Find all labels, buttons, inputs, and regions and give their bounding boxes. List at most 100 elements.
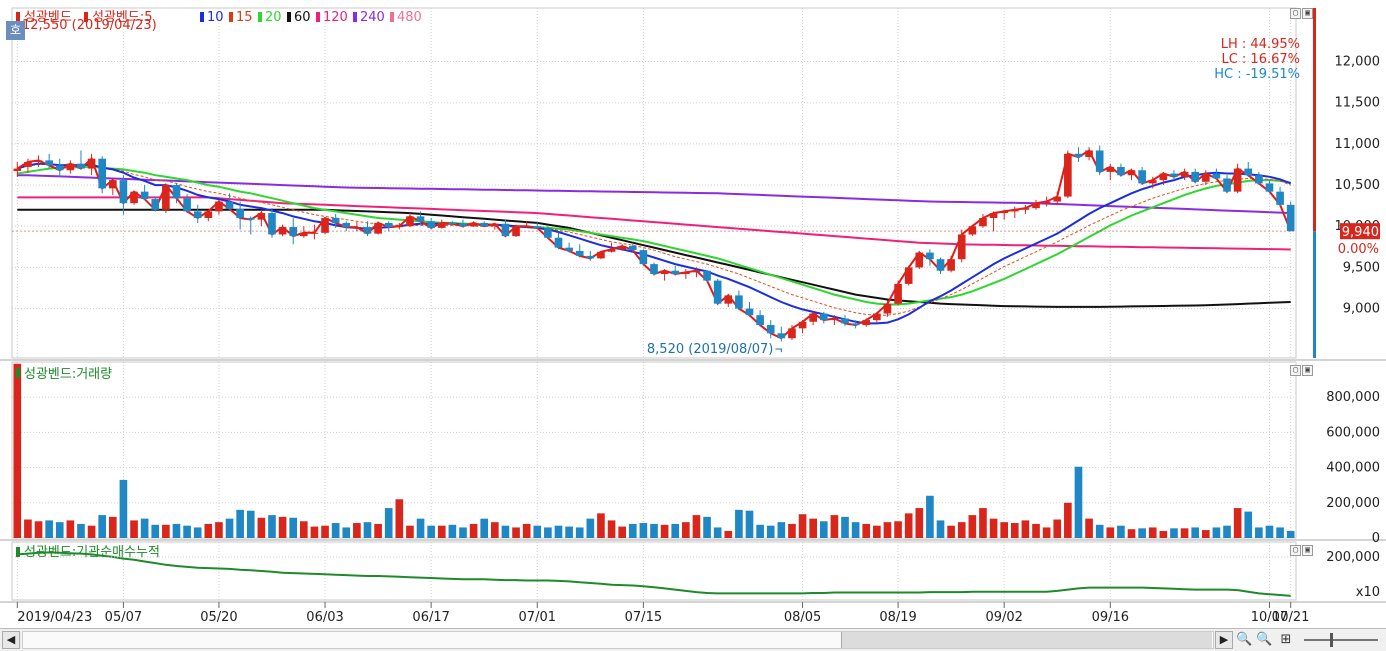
volume-bar — [427, 525, 435, 538]
volume-bar — [671, 523, 680, 538]
candle-body — [1201, 173, 1210, 182]
volume-bar — [724, 530, 733, 538]
candle-body — [363, 227, 372, 234]
volume-bar — [1000, 522, 1009, 538]
volume-bar — [1064, 502, 1072, 538]
legend-ma-marker — [353, 12, 357, 22]
candle-body — [745, 308, 754, 316]
volume-y-tick: 600,000 — [1326, 425, 1380, 440]
volume-bar — [947, 525, 955, 538]
zoom-slider-thumb[interactable] — [1330, 633, 1333, 647]
volume-bar — [1127, 529, 1136, 538]
price-panel-close-button[interactable]: ▣ — [1302, 8, 1313, 19]
volume-bar — [459, 527, 467, 538]
price-y-tick: 9,000 — [1343, 302, 1380, 317]
volume-y-tick: 800,000 — [1326, 390, 1380, 405]
candle-body — [904, 267, 913, 284]
volume-bar — [745, 510, 754, 538]
zoom-slider[interactable] — [1304, 633, 1378, 647]
candle-body — [374, 222, 382, 234]
candle-body — [427, 221, 435, 228]
candle-body — [55, 165, 64, 171]
candle-body — [501, 223, 510, 237]
horizontal-scrollbar[interactable]: ◀ ▶ 🔍 🔍 ⊞ — [0, 628, 1386, 651]
volume-bar — [172, 523, 181, 538]
current-price-badge — [1340, 223, 1380, 240]
price-panel-minimize-button[interactable]: ▢ — [1290, 8, 1301, 19]
volume-bar — [66, 520, 75, 538]
chart-type-badge[interactable]: 호 — [6, 21, 25, 40]
volume-bar — [692, 515, 701, 538]
legend-ma-10: 10 — [207, 10, 224, 25]
candle-body — [469, 222, 478, 227]
candle-body — [660, 270, 669, 274]
volume-bar — [384, 508, 393, 538]
zoom-fit-icon[interactable]: ⊞ — [1280, 632, 1292, 647]
candle-body — [193, 211, 202, 218]
candle-body — [130, 191, 138, 204]
legend-ma-marker — [200, 12, 204, 22]
candle-body — [246, 218, 255, 220]
accum-y-unit: x10 — [1356, 585, 1380, 600]
price-panel-title: 성광벤드 — [24, 10, 72, 25]
candle-body — [607, 249, 616, 252]
zoom-out-icon[interactable]: 🔍 — [1236, 632, 1253, 647]
candle-body — [756, 315, 764, 326]
accum-panel-title: 성광벤드:기관순매수누적 — [24, 545, 160, 560]
volume-bar — [24, 519, 32, 538]
volume-panel-close-button[interactable]: ▣ — [1302, 365, 1313, 376]
candle-body — [957, 234, 966, 260]
legend-ma-marker — [316, 12, 320, 22]
volume-bar — [1180, 528, 1189, 538]
candle-body — [989, 213, 998, 218]
zoom-in-icon[interactable]: 🔍 — [1256, 632, 1273, 647]
legend-ma-240: 240 — [360, 10, 385, 25]
candle-body — [491, 223, 499, 227]
volume-bar — [363, 522, 372, 538]
volume-bar — [862, 523, 871, 538]
volume-bar — [1212, 527, 1221, 538]
scroll-track[interactable] — [22, 631, 1214, 649]
chart-canvas[interactable]: 12,00011,50011,00010,50010,0009,5009,000… — [0, 0, 1386, 628]
volume-bar — [1053, 519, 1062, 538]
volume-bar — [151, 524, 160, 538]
volume-bar — [108, 516, 117, 538]
legend-ma-5: 성광벤드:5 — [92, 10, 153, 25]
candle-body — [1233, 168, 1242, 192]
volume-bar — [1286, 530, 1295, 538]
candle-body — [1276, 191, 1284, 205]
candle-body — [257, 213, 266, 220]
scroll-thumb[interactable] — [841, 632, 1212, 648]
volume-bar — [246, 510, 255, 538]
volume-bar — [55, 522, 64, 538]
candle-body — [522, 226, 531, 228]
candle-body — [1053, 196, 1062, 202]
volume-bar — [77, 523, 85, 538]
accum-panel-minimize-button[interactable]: ▢ — [1290, 545, 1301, 556]
scroll-left-button[interactable]: ◀ — [2, 631, 20, 649]
low-price-annotation: 8,520 (2019/08/07) — [647, 342, 773, 357]
candle-body — [119, 180, 128, 204]
volume-panel-minimize-button[interactable]: ▢ — [1290, 365, 1301, 376]
volume-bar — [416, 518, 425, 538]
volume-bar — [236, 509, 244, 538]
candle-body — [140, 191, 149, 200]
price-y-tick: 9,500 — [1343, 260, 1380, 275]
low-annotation-arrow — [775, 348, 782, 353]
volume-y-tick: 400,000 — [1326, 461, 1380, 476]
accum-panel-close-button[interactable]: ▣ — [1302, 545, 1313, 556]
current-price-label: 9,940 — [1342, 225, 1379, 240]
volume-bar — [618, 526, 626, 538]
scroll-right-button[interactable]: ▶ — [1215, 631, 1233, 649]
volume-bar — [533, 525, 542, 538]
candle-body — [851, 323, 860, 326]
candle-body — [1032, 203, 1040, 209]
legend-ma-20: 20 — [265, 10, 282, 25]
candle-body — [724, 295, 733, 304]
volume-bar — [1265, 525, 1274, 538]
candle-body — [13, 168, 22, 172]
candle-body — [628, 246, 637, 251]
candle-body — [1180, 171, 1189, 177]
candle-body — [34, 160, 43, 162]
